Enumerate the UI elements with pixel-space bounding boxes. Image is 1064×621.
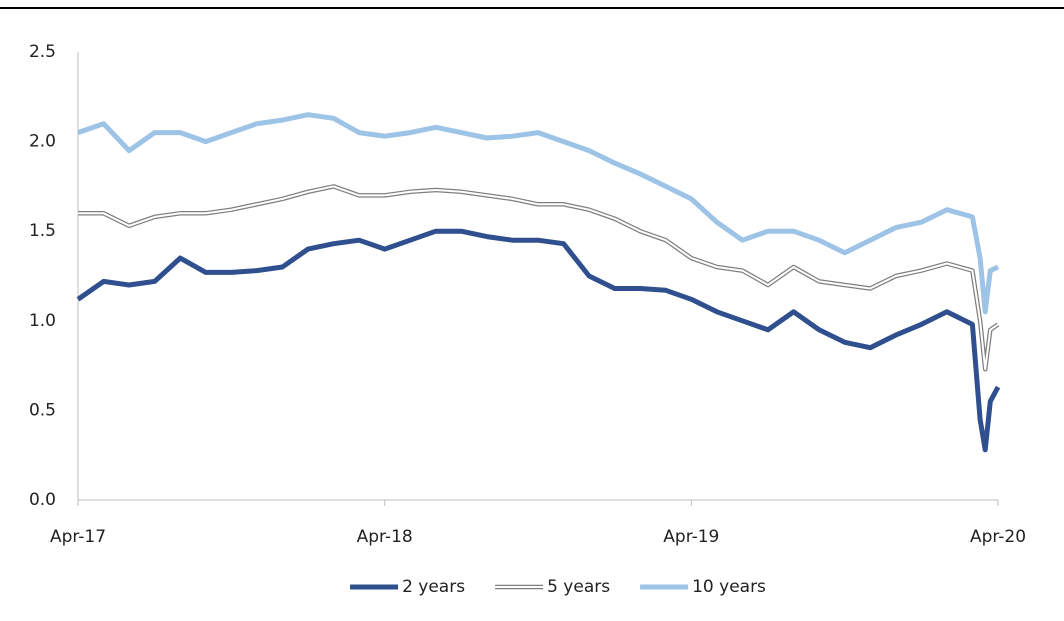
x-tick-label: Apr-20 [970,527,1026,547]
y-tick-label: 0.0 [29,490,56,510]
line [78,185,999,371]
x-tick-label: Apr-17 [50,527,106,547]
y-tick-label: 1.0 [29,311,56,331]
line [76,228,1001,453]
line-outline [78,184,1000,372]
legend-label: 10 years [692,577,766,597]
x-tick-label: Apr-19 [663,527,719,547]
y-tick-label: 2.5 [29,42,56,62]
y-tick-label: 2.0 [29,132,56,152]
legend-label: 2 years [402,577,465,597]
x-tick-label: Apr-18 [357,527,413,547]
y-tick-label: 0.5 [29,400,56,420]
legend-label: 5 years [547,577,610,597]
line [77,112,1000,315]
y-tick-label: 1.5 [29,221,56,241]
